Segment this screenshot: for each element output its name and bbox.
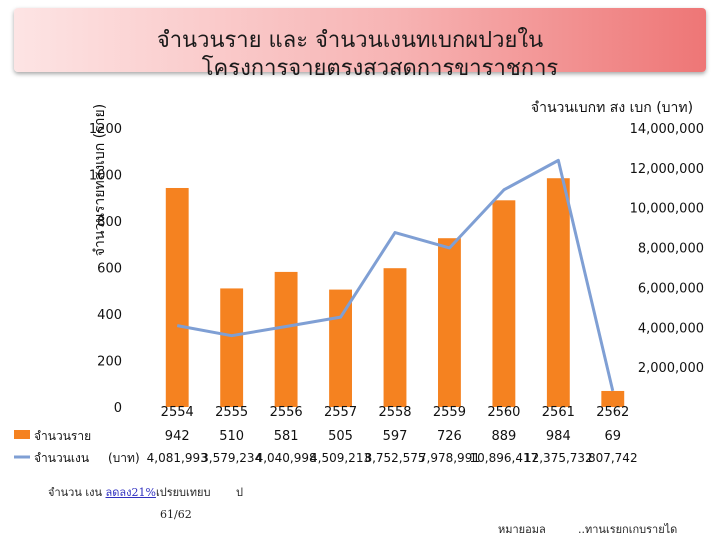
bar-data-label: 726 [437,429,462,444]
y-tick-label: 800 [97,215,122,230]
bar-data-label: 984 [546,429,571,444]
bar [601,390,625,407]
bar [438,238,461,407]
legend-label-bar: จำนวนราย [34,429,91,443]
bar-data-label: 889 [491,429,516,444]
title-line-2: โครงการจายตรงสวสดการขาราชการ [201,56,559,81]
y2-tick-label: 8,000,000 [638,242,704,257]
legend-label-line: จำนวนเงน [34,451,89,465]
bar [274,271,298,407]
y-tick-label: 1000 [89,169,122,184]
bar-data-label: 69 [605,429,622,444]
y-tick-label: 400 [97,308,122,323]
category-label: 2562 [596,405,629,420]
line-data-label: 7,978,991 [419,451,480,465]
y2-axis-label: จำนวนเบกท สง เบก (บาท) [531,100,693,116]
line-data-label: 3,579,234 [201,451,262,465]
line-data-label: 8,752,575 [364,451,425,465]
bar-data-label: 505 [328,429,353,444]
bar [492,200,516,407]
legend-swatch-bar [14,430,30,439]
y-tick-label: 600 [97,262,122,277]
y2-tick-label: 6,000,000 [638,281,704,296]
y2-tick-label: 10,000,000 [630,202,704,217]
line-data-label: 4,081,993 [147,451,208,465]
bar-data-label: 597 [383,429,408,444]
category-label: 2559 [433,405,466,420]
category-label: 2554 [161,405,194,420]
y-axis-label: จำนวนรายทสงเบก (ราย) [92,104,108,256]
footer-note: จำนวน เงน ลดลง21%เปรยบเทยบ ป [48,483,243,501]
y-tick-label: 0 [114,401,122,416]
note-mid: เปรยบเทยบ [155,486,211,499]
bar [165,187,189,407]
category-label: 2561 [542,405,575,420]
unit-label: (บาท) [108,451,140,465]
category-label: 2557 [324,405,357,420]
page-number: 61/62 [160,508,192,521]
line-data-label: 10,896,417 [470,451,539,465]
title-line-1: จำนวนราย และ จำนวนเงนทเบกผปวยใน [156,28,544,53]
bar [383,268,407,407]
y2-tick-label: 4,000,000 [638,321,704,336]
note-right: ป [235,486,243,499]
bar-data-label: 942 [165,429,190,444]
y2-tick-label: 14,000,000 [630,122,704,137]
category-label: 2555 [215,405,248,420]
bar [220,288,244,407]
bar-data-label: 510 [219,429,244,444]
line-data-label: 12,375,732 [524,451,593,465]
bar-data-label: 581 [274,429,299,444]
title-banner: จำนวนราย และ จำนวนเงนทเบกผปวยใน โครงการจ… [14,8,706,81]
note-left: จำนวน เงน [48,486,102,499]
category-label: 2556 [270,405,303,420]
source-note: หมายอมล [498,523,546,536]
bar [546,178,570,407]
y-tick-label: 200 [97,355,122,370]
y2-tick-label: 12,000,000 [630,162,704,177]
y-tick-label: 1200 [89,122,122,137]
line-data-label: 4,040,998 [256,451,317,465]
category-label: 2558 [378,405,411,420]
line-data-label: 807,742 [588,451,638,465]
note-link[interactable]: ลดลง21% [105,486,156,499]
source-note-right: ..ทานเรยกเกบรายได [578,523,678,536]
line-data-label: 4,509,213 [310,451,371,465]
category-label: 2560 [487,405,520,420]
y2-tick-label: 2,000,000 [638,361,704,376]
